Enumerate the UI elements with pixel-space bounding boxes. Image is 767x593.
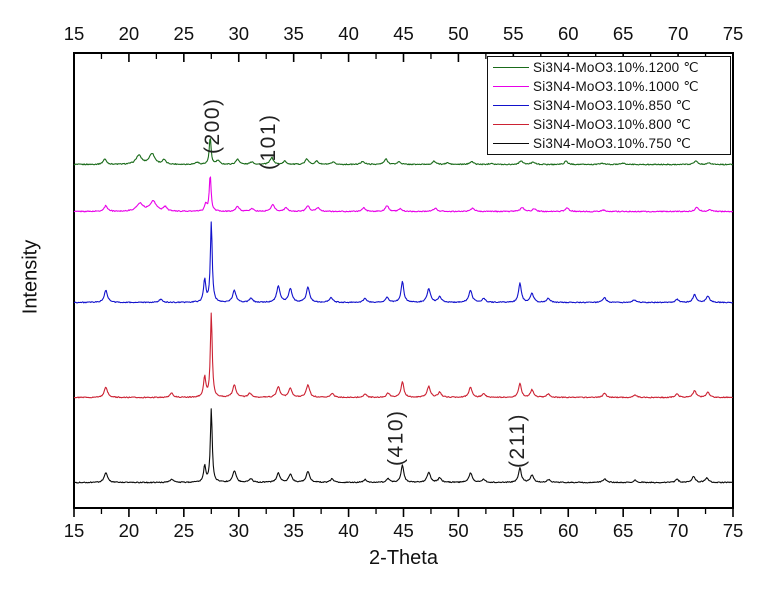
legend-line-sample <box>493 124 529 125</box>
x-axis-tick-label-bottom: 45 <box>393 520 414 541</box>
x-axis-tick-label-top: 40 <box>338 23 359 44</box>
legend-item: Si3N4-MoO3.10%.850 ℃ <box>488 97 730 115</box>
legend-item: Si3N4-MoO3.10%.800 ℃ <box>488 116 730 134</box>
legend-label: Si3N4-MoO3.10%.1000 ℃ <box>533 78 699 94</box>
legend: Si3N4-MoO3.10%.1200 ℃ Si3N4-MoO3.10%.1000… <box>487 56 731 155</box>
x-axis-tick-label-bottom: 20 <box>119 520 140 541</box>
x-axis-tick-label-top: 20 <box>119 23 140 44</box>
legend-label: Si3N4-MoO3.10%.850 ℃ <box>533 97 691 113</box>
xrd-trace-3 <box>73 221 733 304</box>
legend-item: Si3N4-MoO3.10%.1000 ℃ <box>488 78 730 96</box>
x-axis-tick-label-bottom: 30 <box>228 520 249 541</box>
x-axis-tick-label-bottom: 65 <box>613 520 634 541</box>
legend-line-sample <box>493 86 529 87</box>
x-axis-title: 2-Theta <box>369 547 438 569</box>
x-axis-tick-label-bottom: 50 <box>448 520 469 541</box>
x-axis-tick-label-bottom: 55 <box>503 520 524 541</box>
x-axis-tick-label-top: 15 <box>64 23 85 44</box>
legend-line-sample <box>493 105 529 106</box>
peak-annotation: (101) <box>257 113 280 170</box>
peak-annotation: (200) <box>201 97 224 154</box>
x-axis-tick-label-top: 30 <box>228 23 249 44</box>
legend-label: Si3N4-MoO3.10%.800 ℃ <box>533 116 691 132</box>
xrd-trace-1 <box>73 138 734 166</box>
x-axis-tick-label-top: 65 <box>613 23 634 44</box>
x-axis-tick-label-top: 60 <box>558 23 579 44</box>
y-axis-title: Intensity <box>19 239 42 315</box>
xrd-trace-2 <box>73 176 734 213</box>
legend-label: Si3N4-MoO3.10%.750 ℃ <box>533 135 691 151</box>
x-axis-tick-label-bottom: 35 <box>283 520 304 541</box>
xrd-trace-4 <box>73 312 733 399</box>
x-axis-tick-label-top: 70 <box>668 23 689 44</box>
x-axis-tick-label-top: 25 <box>174 23 195 44</box>
x-axis-tick-label-bottom: 60 <box>558 520 579 541</box>
x-axis-tick-label-bottom: 40 <box>338 520 359 541</box>
peak-annotation: (410) <box>384 409 407 466</box>
x-axis-tick-label-top: 45 <box>393 23 414 44</box>
legend-item: Si3N4-MoO3.10%.1200 ℃ <box>488 59 730 77</box>
legend-item: Si3N4-MoO3.10%.750 ℃ <box>488 135 730 153</box>
legend-line-sample <box>493 67 529 68</box>
x-axis-tick-label-top: 50 <box>448 23 469 44</box>
legend-label: Si3N4-MoO3.10%.1200 ℃ <box>533 59 699 75</box>
peak-annotation: (211) <box>506 413 529 468</box>
x-axis-tick-label-bottom: 25 <box>174 520 195 541</box>
x-axis-tick-label-bottom: 15 <box>64 520 85 541</box>
x-axis-tick-label-bottom: 75 <box>723 520 744 541</box>
x-axis-tick-label-top: 55 <box>503 23 524 44</box>
x-axis-tick-label-bottom: 70 <box>668 520 689 541</box>
x-axis-tick-label-top: 75 <box>723 23 744 44</box>
xrd-trace-5 <box>73 408 733 484</box>
x-axis-tick-label-top: 35 <box>283 23 304 44</box>
legend-line-sample <box>493 143 529 144</box>
